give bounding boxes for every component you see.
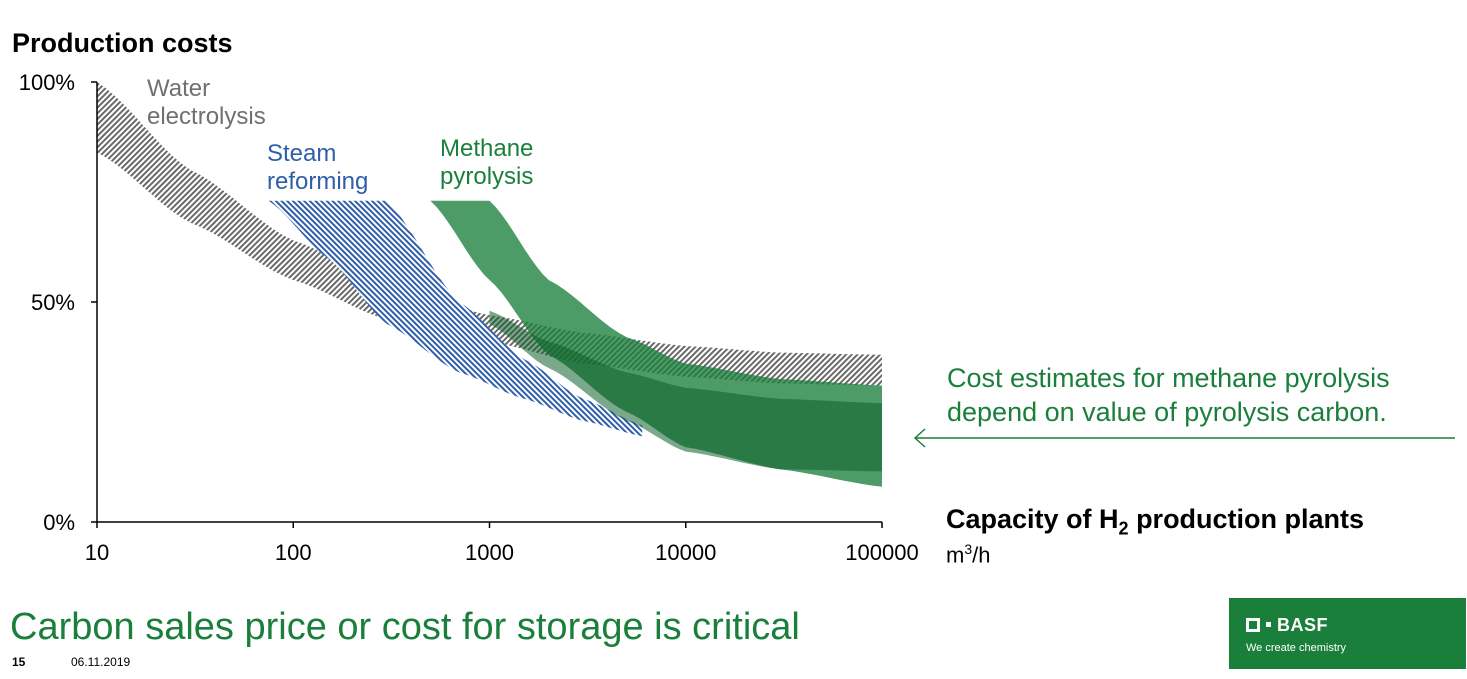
annotation-line-1: Cost estimates for methane pyrolysis — [947, 363, 1390, 393]
x-tick-label: 10000 — [655, 540, 716, 565]
logo-wordmark: BASF — [1246, 615, 1328, 636]
annotation-arrowhead-icon — [913, 428, 926, 448]
x-axis-unit-sup: 3 — [964, 541, 973, 557]
x-tick-label: 100 — [275, 540, 312, 565]
series-label-water-electrolysis: Water — [147, 75, 210, 102]
y-tick-label: 0% — [43, 510, 75, 535]
x-axis-title: Capacity of H2 production plants — [946, 504, 1364, 539]
series-label-methane-pyrolysis: pyrolysis — [440, 163, 533, 190]
chart-title: Production costs — [12, 28, 233, 58]
x-axis-unit-rest: /h — [972, 542, 991, 568]
series-label-steam-reforming: reforming — [267, 168, 368, 195]
x-axis-title-main: Capacity of H — [946, 504, 1119, 534]
logo-name: BASF — [1277, 615, 1328, 635]
y-tick-label: 100% — [19, 70, 75, 95]
x-axis-unit: m3/h — [946, 541, 990, 568]
x-axis-title-rest: production plants — [1128, 504, 1365, 534]
logo-square-icon — [1246, 618, 1260, 632]
page-number: 15 — [12, 655, 26, 669]
series-label-methane-pyrolysis: Methane — [440, 135, 533, 162]
x-tick-label: 10 — [85, 540, 109, 565]
band-water-electrolysis — [97, 82, 882, 386]
x-axis-unit-main: m — [946, 542, 965, 568]
x-tick-label: 1000 — [465, 540, 514, 565]
series-label-water-electrolysis: electrolysis — [147, 103, 266, 130]
annotation-line-2: depend on value of pyrolysis carbon. — [947, 397, 1387, 427]
annotation-text: Cost estimates for methane pyrolysis dep… — [947, 361, 1390, 429]
x-axis-title-sub: 2 — [1118, 518, 1129, 539]
basf-logo: BASF We create chemistry — [1229, 598, 1466, 669]
band-steam-reforming — [268, 200, 643, 437]
band-pyrolysis-carbon-range — [489, 310, 882, 472]
slide-headline: Carbon sales price or cost for storage i… — [10, 606, 800, 648]
y-tick-label: 50% — [31, 290, 75, 315]
logo-tagline: We create chemistry — [1246, 642, 1347, 654]
slide-date: 06.11.2019 — [71, 655, 131, 669]
logo-dot-icon — [1266, 622, 1271, 627]
x-tick-label: 100000 — [845, 540, 918, 565]
series-label-steam-reforming: Steam — [267, 140, 336, 167]
